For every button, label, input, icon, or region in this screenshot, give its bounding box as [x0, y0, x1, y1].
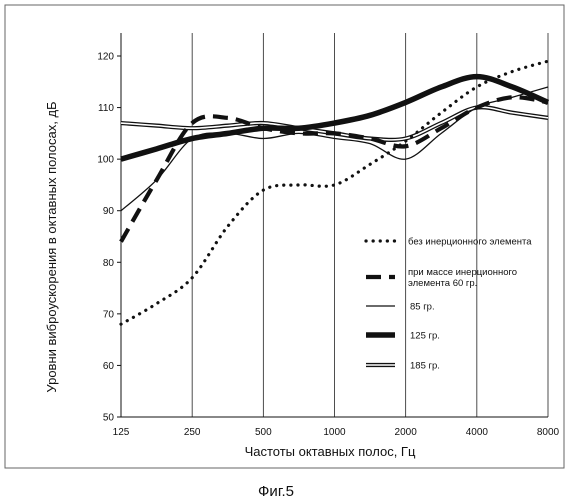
legend-label-4: 125 гр. — [410, 331, 440, 342]
x-tick-label-125: 125 — [113, 427, 130, 438]
y-tick-label-110: 110 — [98, 103, 114, 114]
y-tick-label-80: 80 — [103, 258, 115, 269]
legend-label-line-2: элемента 60 гр. — [408, 278, 477, 289]
y-tick-label-70: 70 — [103, 309, 115, 320]
y-tick-label-50: 50 — [103, 413, 115, 424]
x-tick-label-4000: 4000 — [466, 427, 489, 438]
x-tick-label-2000: 2000 — [395, 427, 418, 438]
legend-label-line-1: при массе инерционного — [408, 267, 517, 278]
y-tick-label-100: 100 — [97, 155, 114, 166]
legend-label-1: без инерционного элемента — [408, 237, 532, 248]
x-tick-label-1000: 1000 — [323, 427, 346, 438]
legend-label-2: при массе инерционногоэлемента 60 гр. — [408, 267, 517, 289]
x-tick-label-250: 250 — [184, 427, 201, 438]
x-tick-label-500: 500 — [255, 427, 272, 438]
figure-caption: Фиг.5 — [258, 483, 294, 500]
legend: без инерционного элемента при массе инерц… — [366, 237, 532, 372]
x-tick-label-8000: 8000 — [537, 427, 560, 438]
legend-label-3: 85 гр. — [410, 302, 435, 313]
y-tick-label-60: 60 — [103, 361, 115, 372]
y-tick-label-120: 120 — [97, 52, 114, 63]
legend-label-5: 185 гр. — [410, 361, 440, 372]
y-axis-title: Уровни виброускорения в октавных полосах… — [44, 101, 59, 392]
plot-area: 50 60 70 80 90 100 110 120 125 250 500 1000 2000 4000… — [97, 33, 559, 438]
y-tick-label-90: 90 — [103, 206, 115, 217]
x-axis-title: Частоты октавных полос, Гц — [245, 444, 416, 459]
